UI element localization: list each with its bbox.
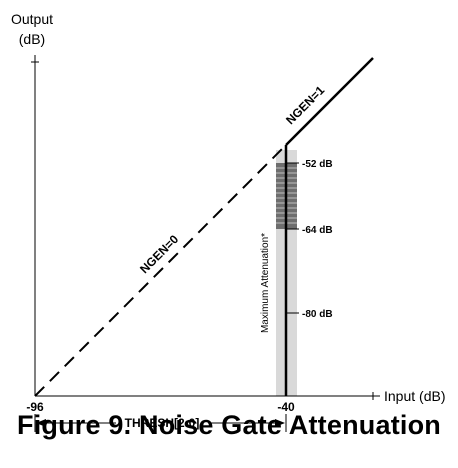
y-axis-title-unit: (dB) xyxy=(19,31,45,47)
level-label: -64 dB xyxy=(302,225,333,236)
level-label: -52 dB xyxy=(302,159,333,170)
thresh-arrow-head-left xyxy=(36,419,46,427)
ngen0-label: NGEN=0 xyxy=(137,232,181,276)
thresh-arrow-head-right xyxy=(275,419,285,427)
level-label: -80 dB xyxy=(302,309,333,320)
max-attenuation-label: Maximum Attenuation* xyxy=(260,233,271,333)
ngen1-label: NGEN=1 xyxy=(283,83,327,127)
figure-caption: Figure 9. Noise Gate Attenuation xyxy=(17,410,441,440)
ngen1-line xyxy=(285,57,374,146)
y-axis-title: Output xyxy=(11,11,53,27)
x-tick-label-min: -96 xyxy=(26,400,44,414)
thresh-label: THRESH[2:0] xyxy=(125,416,200,430)
x-tick-label-thresh: -40 xyxy=(277,400,295,414)
ngen0-line xyxy=(34,144,287,397)
x-axis-title: Input (dB) xyxy=(384,388,445,404)
